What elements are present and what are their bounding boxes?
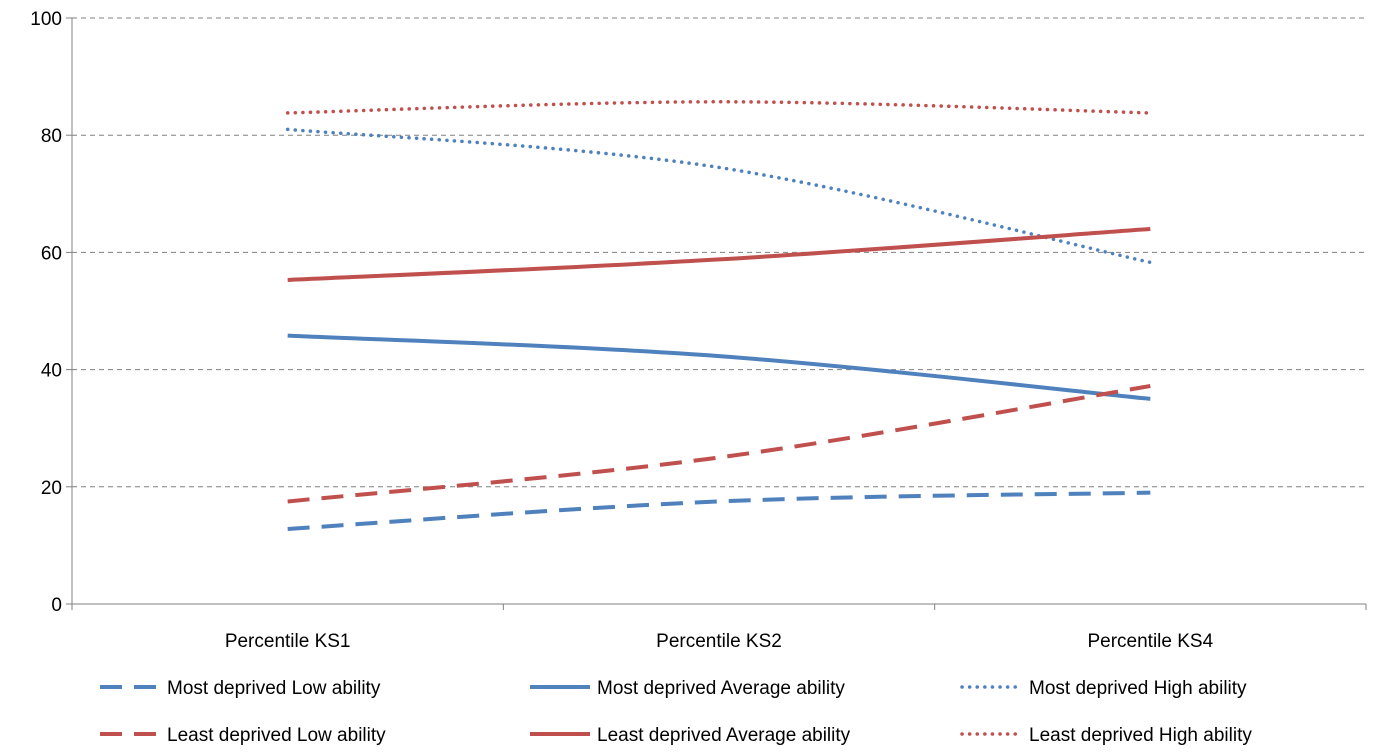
- x-tick-label: Percentile KS1: [225, 631, 351, 652]
- legend-label: Least deprived High ability: [1029, 725, 1252, 746]
- series-line-5: [285, 100, 1153, 115]
- legend-label: Most deprived Average ability: [597, 678, 845, 699]
- legend-item: Least deprived High ability: [960, 725, 1252, 746]
- y-tick-label: 60: [41, 243, 62, 264]
- legend-item: Least deprived Low ability: [100, 725, 386, 746]
- y-tick-label: 100: [30, 9, 62, 30]
- gridlines: [72, 17, 1366, 488]
- legend-item: Least deprived Average ability: [530, 725, 851, 746]
- y-tick-label: 0: [51, 595, 62, 616]
- legend-label: Least deprived Average ability: [597, 725, 851, 746]
- series-line-1: [287, 333, 1151, 401]
- legend-label: Least deprived Low ability: [167, 725, 386, 746]
- series-line-4: [287, 226, 1151, 282]
- legend-item: Most deprived High ability: [960, 678, 1247, 699]
- series-lines: [285, 100, 1153, 531]
- axes: [71, 18, 1366, 605]
- legend-label: Most deprived Low ability: [167, 678, 381, 699]
- series-line-2: [285, 127, 1153, 265]
- x-tick-label: Percentile KS4: [1087, 631, 1213, 652]
- legend: Most deprived Low ability Most deprived A…: [100, 678, 1252, 746]
- y-tick-label: 80: [41, 126, 62, 147]
- y-tick-label: 20: [41, 478, 62, 499]
- x-tick-label: Percentile KS2: [656, 631, 782, 652]
- legend-label: Most deprived High ability: [1029, 678, 1247, 699]
- legend-item: Most deprived Average ability: [530, 678, 845, 699]
- x-axis-ticks: Percentile KS1 Percentile KS2 Percentile K…: [71, 604, 1367, 652]
- legend-item: Most deprived Low ability: [100, 678, 381, 699]
- y-tick-label: 40: [41, 361, 62, 382]
- series-line-0: [287, 490, 1151, 531]
- series-line-3: [287, 384, 1151, 504]
- y-axis-ticks: 0 20 40 60 80 100: [30, 9, 72, 616]
